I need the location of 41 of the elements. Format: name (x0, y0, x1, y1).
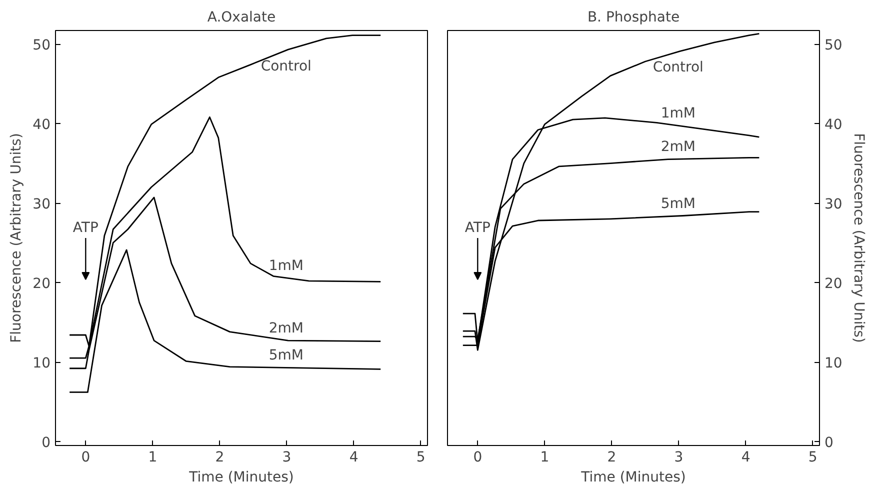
chart-title: B. Phosphate (587, 10, 680, 26)
x-tick-label: 4 (741, 450, 750, 466)
x-axis-title: Time (Minutes) (188, 470, 294, 486)
y-tick-label: 50 (824, 38, 842, 54)
series-label: 5mM (660, 196, 696, 212)
annotation: ATP (72, 220, 98, 236)
y-axis-title: Fluorescence (Arbitrary Units) (850, 133, 866, 343)
series-label: 2mM (268, 320, 304, 336)
series-label: 1mM (660, 106, 696, 122)
y-tick-label: 20 (32, 276, 51, 292)
x-tick-label: 3 (674, 450, 684, 466)
y-tick-label: 30 (824, 196, 842, 213)
x-tick-label: 5 (808, 450, 818, 466)
line-series (462, 32, 760, 351)
y-tick-label: 0 (42, 435, 51, 452)
y-axis-title: Fluorescence (Arbitrary Units) (8, 133, 25, 343)
x-tick-label: 5 (416, 450, 426, 466)
series-label: 1mM (268, 258, 304, 274)
x-tick-label: 4 (349, 450, 358, 466)
series-label: Control (260, 58, 312, 74)
y-tick-label: 30 (32, 196, 51, 213)
y-tick-label: 20 (824, 276, 842, 292)
chart-title: A.Oxalate (207, 10, 276, 26)
annotation: ATP (464, 220, 490, 236)
y-tick-label: 40 (32, 117, 51, 134)
x-tick-label: 1 (540, 450, 550, 466)
y-tick-label: 10 (32, 356, 51, 372)
x-tick-label: 0 (81, 450, 90, 466)
x-axis-title: Time (Minutes) (580, 470, 686, 486)
x-tick-label: 2 (607, 450, 616, 466)
series-label: 2mM (660, 139, 696, 156)
x-tick-label: 0 (473, 450, 482, 466)
x-tick-label: 2 (215, 450, 224, 466)
x-tick-label: 3 (282, 450, 292, 466)
series-label: Control (652, 60, 704, 76)
y-tick-label: 40 (824, 117, 842, 134)
y-tick-label: 10 (824, 356, 842, 372)
series-label: 5mM (268, 348, 304, 364)
x-tick-label: 1 (148, 450, 158, 466)
y-tick-label: 50 (32, 38, 51, 54)
y-tick-label: 0 (824, 435, 834, 452)
